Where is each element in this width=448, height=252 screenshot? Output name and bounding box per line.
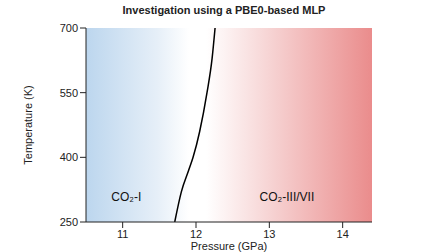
svg-text:Temperature (K): Temperature (K) <box>22 85 34 164</box>
svg-text:14: 14 <box>337 228 349 240</box>
svg-text:12: 12 <box>190 228 202 240</box>
svg-text:CO₂-I: CO₂-I <box>111 190 141 204</box>
svg-text:CO₂-III/VII: CO₂-III/VII <box>260 190 315 204</box>
svg-text:700: 700 <box>60 22 78 34</box>
svg-text:11: 11 <box>117 228 128 240</box>
svg-text:Pressure (GPa): Pressure (GPa) <box>191 240 267 252</box>
svg-text:13: 13 <box>263 228 275 240</box>
svg-text:550: 550 <box>60 87 78 99</box>
html-text:Investigation using a PBE0-bas: Investigation using a PBE0-based MLP <box>122 4 326 16</box>
svg-text:250: 250 <box>60 216 78 228</box>
svg-text:400: 400 <box>60 151 78 163</box>
